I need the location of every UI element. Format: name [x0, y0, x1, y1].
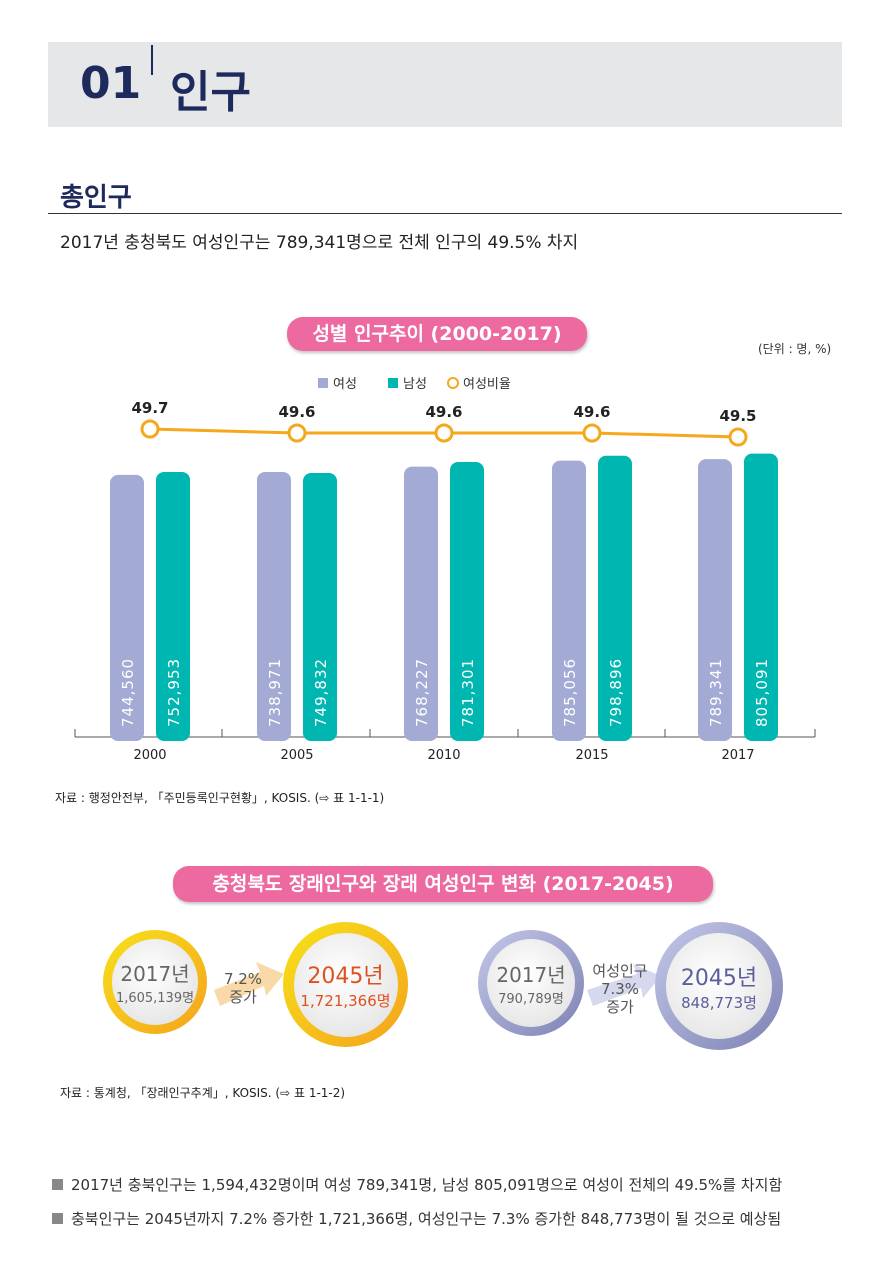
male-bar [156, 471, 190, 741]
total-2045-year: 2045년 [307, 964, 384, 989]
male-bar-label: 752,953 [165, 658, 183, 727]
legend-label: 남성 [403, 377, 427, 392]
female-bar-label: 768,227 [413, 658, 431, 727]
female-2045-value: 848,773명 [681, 993, 757, 1012]
female-bar [404, 466, 438, 741]
summary-bullet: 2017년 충북인구는 1,594,432명이며 여성 789,341명, 남성… [52, 1174, 782, 1195]
male-bar-label: 805,091 [753, 658, 771, 727]
ratio-label: 49.5 [719, 407, 756, 425]
female-bar [698, 459, 732, 741]
female-bar-label: 789,341 [707, 658, 725, 727]
male-bar [303, 473, 337, 741]
ratio-label: 49.6 [425, 403, 462, 421]
ratio-point [582, 423, 602, 443]
total-change: 7.2% 증가 [218, 970, 268, 1006]
total-change-percent: 7.2% [223, 970, 263, 988]
legend-swatch-2 [447, 377, 459, 389]
female-2017-year: 2017년 [496, 963, 566, 987]
male-bar-label: 781,301 [459, 658, 477, 727]
female-change-prefix: 여성인구 [592, 962, 648, 980]
legend-swatch-0 [318, 378, 328, 388]
male-bar [744, 453, 778, 741]
total-2045-circle: 2045년 1,721,366명 [283, 922, 408, 1047]
chart-unit: (단위 : 명, %) [758, 342, 832, 356]
ratio-point [287, 423, 307, 443]
bullet-text: 충북인구는 2045년까지 7.2% 증가한 1,721,366명, 여성인구는… [71, 1210, 782, 1228]
female-bar-label: 744,560 [119, 658, 137, 727]
female-2017-circle: 2017년 790,789명 [478, 930, 584, 1036]
bullet-text: 2017년 충북인구는 1,594,432명이며 여성 789,341명, 남성… [71, 1176, 783, 1194]
chapter-number: 01 [80, 58, 142, 109]
total-2017-value: 1,605,139명 [115, 991, 195, 1006]
female-bar [257, 471, 291, 741]
female-2017-value: 790,789명 [498, 992, 564, 1007]
ratio-point [728, 427, 748, 447]
chart-title: 성별 인구추이 (2000-2017) [287, 317, 587, 351]
ratio-label: 49.6 [278, 403, 315, 421]
female-change-percent: 7.3% [600, 980, 640, 998]
female-bar [110, 474, 144, 741]
female-bar-label: 785,056 [561, 658, 579, 727]
section-title: 총인구 [60, 183, 132, 213]
legend-label: 여성 [333, 377, 357, 392]
chapter-title: 인구 [170, 67, 251, 118]
ratio-point [140, 419, 160, 439]
male-bar-label: 749,832 [312, 658, 330, 727]
source-note: 자료 : 행정안전부, 「주민등록인구현황」, KOSIS. (⇨ 표 1-1-… [55, 791, 385, 805]
female-change-label: 증가 [606, 998, 634, 1016]
male-bar [450, 461, 484, 741]
summary-bullet: 충북인구는 2045년까지 7.2% 증가한 1,721,366명, 여성인구는… [52, 1208, 781, 1229]
x-tick-label: 2010 [427, 748, 460, 763]
total-2017-year: 2017년 [120, 962, 190, 986]
section-subtitle: 2017년 충청북도 여성인구는 789,341명으로 전체 인구의 49.5%… [60, 233, 579, 253]
source-note: 자료 : 통계청, 「장래인구추계」, KOSIS. (⇨ 표 1-1-2) [60, 1086, 346, 1100]
total-2045-value: 1,721,366명 [300, 992, 391, 1010]
chapter-header [48, 42, 842, 127]
male-bar [598, 455, 632, 741]
bullet-square-icon [52, 1179, 63, 1190]
x-tick-label: 2000 [133, 748, 166, 763]
section-divider [48, 213, 842, 214]
ratio-point [434, 423, 454, 443]
ratio-label: 49.6 [573, 403, 610, 421]
legend-swatch-1 [388, 378, 398, 388]
x-tick-label: 2015 [575, 748, 608, 763]
increase-arrow-icon [214, 962, 284, 1006]
x-tick-label: 2017 [721, 748, 754, 763]
chapter-divider [151, 45, 153, 75]
bullet-square-icon [52, 1213, 63, 1224]
legend-label: 여성비율 [463, 377, 511, 392]
female-change: 여성인구 7.3% 증가 [588, 962, 652, 1016]
increase-arrow-icon [587, 964, 661, 1006]
future-title: 충청북도 장래인구와 장래 여성인구 변화 (2017-2045) [173, 866, 713, 902]
population-chart: 여성 남성 여성비율 744,560 752,953 2000 738,971 749,832… [74, 377, 816, 763]
male-bar-label: 798,896 [607, 658, 625, 727]
ratio-label: 49.7 [131, 399, 168, 417]
total-2017-circle: 2017년 1,605,139명 [103, 930, 207, 1034]
female-bar [552, 460, 586, 741]
x-tick-label: 2005 [280, 748, 313, 763]
female-bar-label: 738,971 [266, 658, 284, 727]
female-2045-year: 2045년 [680, 965, 758, 991]
total-change-label: 증가 [229, 988, 257, 1006]
female-2045-circle: 2045년 848,773명 [655, 922, 783, 1050]
